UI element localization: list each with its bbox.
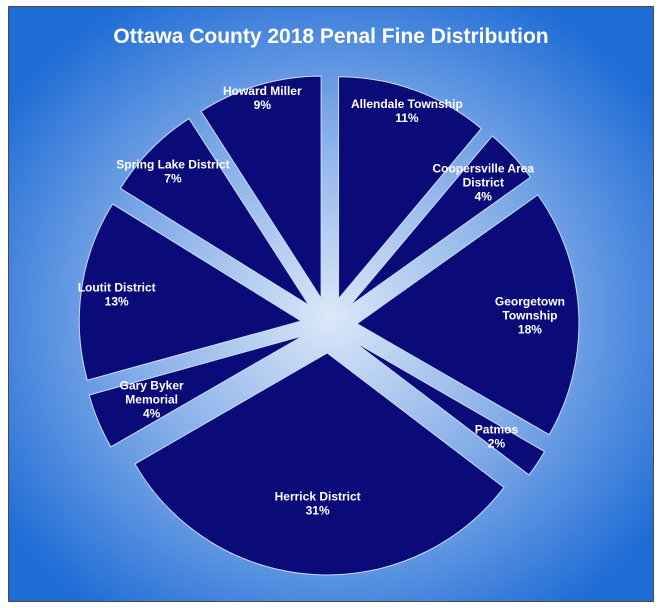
pie-slice-patmos: [352, 340, 546, 476]
pie-slice-allendale-township: [338, 76, 482, 301]
slice-name-label: Coopersville Area: [432, 161, 534, 175]
slice-name-label: Herrick District: [275, 490, 361, 504]
slice-percent-label: 4%: [475, 189, 493, 203]
pie-slice-spring-lake-district: [119, 117, 310, 306]
slice-percent-label: 9%: [254, 98, 272, 112]
slice-name-label: Allendale Township: [351, 97, 463, 111]
slice-name-label: Memorial: [125, 392, 178, 406]
chart-frame: Allendale Township 11% Coopersville Area Di…: [8, 6, 654, 602]
pie-slice-herrick-district: [134, 352, 505, 576]
pie-slice-loutit-district: [78, 203, 303, 381]
slice-percent-label: 2%: [488, 436, 506, 450]
slice-percent-label: 11%: [395, 111, 419, 125]
pie-slice-gary-byker-memorial: [88, 335, 304, 448]
chart-title: Ottawa County 2018 Penal Fine Distributi…: [113, 25, 549, 48]
slice-name-label: Howard Miller: [223, 84, 302, 98]
slice-name-label: Patmos: [475, 422, 519, 436]
slice-percent-label: 4%: [143, 406, 161, 420]
slice-percent-label: 7%: [164, 171, 182, 185]
slice-percent-label: 18%: [518, 322, 542, 336]
slice-name-label: Georgetown: [495, 294, 565, 308]
slice-name-label: Loutit District: [78, 280, 156, 294]
slice-name-label: Spring Lake District: [116, 157, 229, 171]
pie-slice-coopersville-area-district: [349, 135, 532, 307]
pie-slice-georgetown-township: [356, 194, 580, 436]
slice-name-label: Township: [502, 308, 557, 322]
slice-name-label: Gary Byker: [120, 378, 184, 392]
slice-percent-label: 13%: [105, 294, 129, 308]
slice-percent-label: 31%: [306, 504, 330, 518]
pie-slice-howard-miller: [200, 75, 322, 300]
slice-name-label: District: [463, 175, 504, 189]
